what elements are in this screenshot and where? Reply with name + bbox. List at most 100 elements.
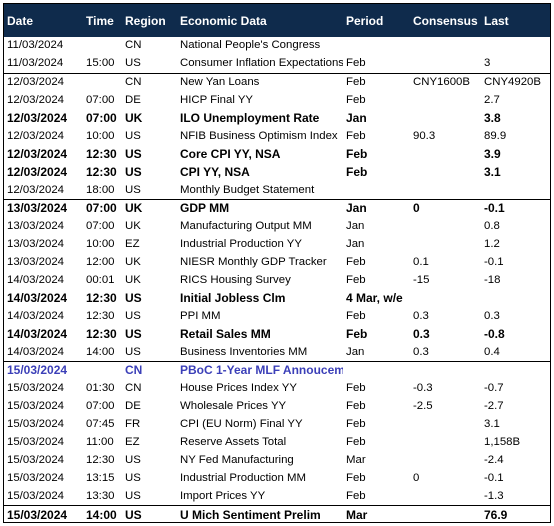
table-body: 11/03/2024 CN National People's Congress 11… xyxy=(4,37,550,525)
date-cell: 12/03/2024 xyxy=(4,72,83,92)
economic-data-cell: House Prices Index YY xyxy=(180,382,297,395)
region-cell: CN xyxy=(122,361,177,380)
economic-data-cell: Monthly Budget Statement xyxy=(180,183,315,196)
region-cell: US xyxy=(122,505,177,525)
region-cell: US xyxy=(125,57,141,70)
last-cell xyxy=(481,37,550,55)
time-cell xyxy=(83,361,122,380)
region-cell: UK xyxy=(125,256,141,269)
region-cell: CN xyxy=(125,382,142,395)
last-cell: -2.4 xyxy=(484,453,504,466)
last-cell xyxy=(481,181,550,199)
date-cell: 12/03/2024 xyxy=(7,146,68,161)
time-cell xyxy=(83,72,122,92)
table-row: 15/03/2024 14:00 US U Mich Sentiment Prelim… xyxy=(4,505,550,525)
time-cell: 07:00 xyxy=(86,400,115,413)
time-cell: 12:30 xyxy=(86,453,115,466)
last-cell: -0.1 xyxy=(484,256,504,269)
table-row: 12/03/2024 07:00 UK ILO Unemployment Rate Ja… xyxy=(4,110,550,128)
period-cell: Jan xyxy=(346,111,367,125)
table-row: 14/03/2024 12:30 US Initial Jobless Clm 4 Ma… xyxy=(4,289,550,307)
last-cell: 3.8 xyxy=(484,111,501,125)
table-row: 12/03/2024 10:00 US NFIB Business Optimism … xyxy=(4,127,550,145)
date-cell: 13/03/2024 xyxy=(7,220,65,233)
region-cell: US xyxy=(125,183,141,196)
period-cell: Feb xyxy=(346,400,366,413)
table-row: 15/03/2024 07:00 DE Wholesale Prices YY Feb -… xyxy=(4,398,550,416)
time-cell: 07:45 xyxy=(86,418,115,431)
time-cell: 13:30 xyxy=(86,489,115,502)
period-cell xyxy=(343,361,410,380)
consensus-cell xyxy=(410,163,481,181)
time-cell: 15:00 xyxy=(86,57,115,70)
time-cell: 07:00 xyxy=(86,220,115,233)
consensus-cell xyxy=(410,110,481,128)
last-cell: -0.1 xyxy=(481,199,550,218)
column-header-region: Region xyxy=(122,4,177,37)
region-cell: US xyxy=(125,146,142,161)
date-cell: 11/03/2024 xyxy=(7,39,64,52)
region-cell: US xyxy=(125,129,141,142)
economic-data-cell: Initial Jobless Clm xyxy=(180,290,286,305)
economic-data-cell: GDP MM xyxy=(177,199,343,218)
economic-data-cell: RICS Housing Survey xyxy=(180,274,291,287)
date-cell: 13/03/2024 xyxy=(7,256,65,269)
period-cell: Jan xyxy=(346,238,365,251)
period-cell: Feb xyxy=(346,57,366,70)
table-row: 15/03/2024 13:15 US Industrial Production M… xyxy=(4,469,550,487)
time-cell: 12:30 xyxy=(86,309,115,322)
consensus-cell xyxy=(410,218,481,236)
region-cell: US xyxy=(125,345,141,358)
last-cell: 3.9 xyxy=(484,146,501,161)
consensus-cell xyxy=(410,434,481,452)
economic-data-cell: Reserve Assets Total xyxy=(180,436,287,449)
region-cell: EZ xyxy=(125,436,140,449)
consensus-cell: 0 xyxy=(413,471,420,484)
time-cell: 12:30 xyxy=(86,146,117,161)
consensus-cell: CNY1600B xyxy=(410,72,481,92)
consensus-cell xyxy=(410,145,481,163)
last-cell: 3.1 xyxy=(484,164,501,179)
region-cell: DE xyxy=(125,94,141,107)
time-cell xyxy=(83,37,122,55)
economic-data-cell: U Mich Sentiment Prelim xyxy=(177,505,343,525)
consensus-cell: -2.5 xyxy=(413,400,433,413)
last-cell: 2.7 xyxy=(484,94,500,107)
period-cell: Jan xyxy=(343,199,410,218)
table-row: 12/03/2024 12:30 US CPI YY, NSA Feb 3.1 xyxy=(4,163,550,181)
date-cell: 12/03/2024 xyxy=(7,94,65,107)
table-row: 12/03/2024 18:00 US Monthly Budget Statemen… xyxy=(4,181,550,199)
time-cell: 12:00 xyxy=(86,256,115,269)
last-cell: 1.2 xyxy=(484,238,500,251)
time-cell: 13:15 xyxy=(86,471,115,484)
consensus-cell xyxy=(410,487,481,505)
last-cell xyxy=(481,361,550,380)
consensus-cell xyxy=(410,289,481,307)
column-header-time: Time xyxy=(83,4,122,37)
period-cell: Jan xyxy=(346,220,365,233)
table-row: 15/03/2024 12:30 US NY Fed Manufacturing Mar… xyxy=(4,451,550,469)
consensus-cell: -15 xyxy=(413,274,430,287)
table-row: 15/03/2024 11:00 EZ Reserve Assets Total Feb… xyxy=(4,434,550,452)
region-cell: US xyxy=(125,164,142,179)
table-row: 12/03/2024 12:30 US Core CPI YY, NSA Feb 3.9 xyxy=(4,145,550,163)
economic-data-cell: National People's Congress xyxy=(180,39,321,52)
last-cell: -2.7 xyxy=(484,400,504,413)
region-cell: UK xyxy=(125,111,143,125)
economic-data-cell: NIESR Monthly GDP Tracker xyxy=(180,256,327,269)
consensus-cell: 0.3 xyxy=(413,326,430,341)
last-cell: CNY4920B xyxy=(481,72,550,92)
date-cell: 15/03/2024 xyxy=(7,489,65,502)
table-row: 13/03/2024 10:00 EZ Industrial Production Y… xyxy=(4,236,550,254)
table-row: 15/03/2024 01:30 CN House Prices Index YY Fe… xyxy=(4,380,550,398)
last-cell xyxy=(481,289,550,307)
economic-data-cell: Industrial Production MM xyxy=(180,471,306,484)
consensus-cell xyxy=(410,236,481,254)
period-cell: Mar xyxy=(346,453,366,466)
consensus-cell: 90.3 xyxy=(413,129,436,142)
date-cell: 15/03/2024 xyxy=(4,361,83,380)
region-cell: US xyxy=(125,489,141,502)
date-cell: 15/03/2024 xyxy=(4,505,83,525)
table-row: 13/03/2024 12:00 UK NIESR Monthly GDP Track… xyxy=(4,254,550,272)
